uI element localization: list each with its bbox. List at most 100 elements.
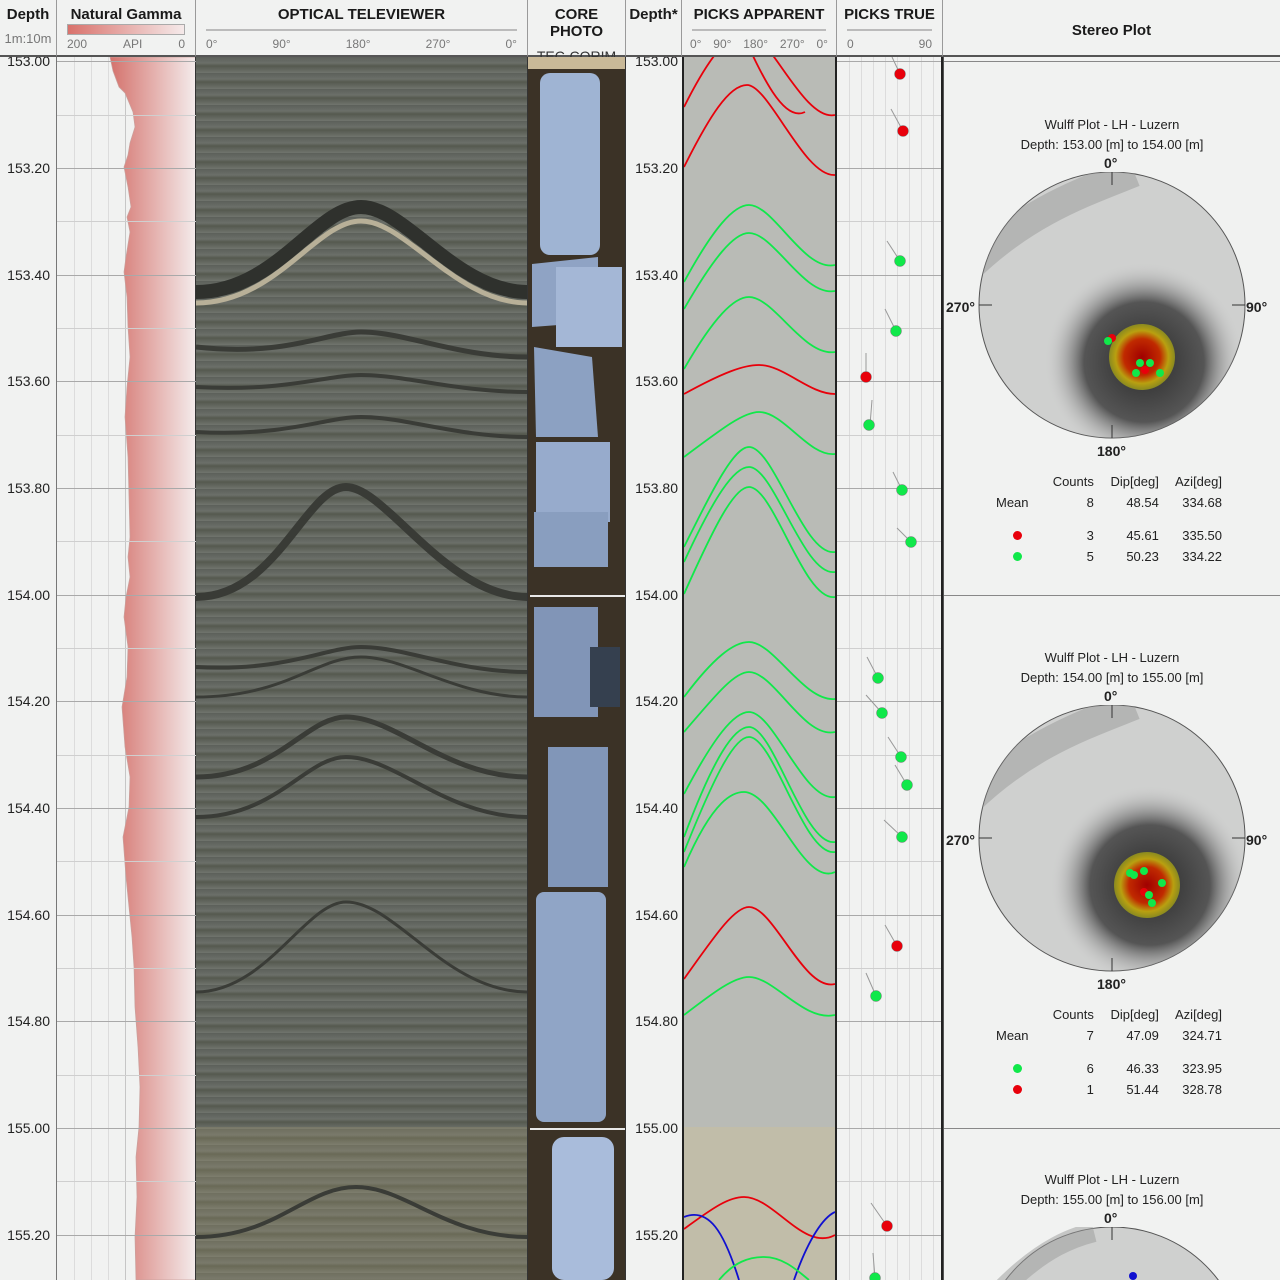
grid-line: [837, 221, 941, 222]
core-header[interactable]: CORE PHOTO TEC-CORIM: [528, 0, 626, 64]
stereo-plot-3[interactable]: Wulff Plot - LH - Luzern Depth: 155.00 […: [944, 1128, 1280, 1280]
depth-label: 154.20: [635, 693, 678, 709]
picks-true-rule: [847, 29, 932, 31]
depth-label: 155.00: [7, 1120, 50, 1136]
depth-label: 155.20: [635, 1227, 678, 1243]
grid-line: [91, 57, 92, 1280]
grid-line: [837, 1235, 941, 1236]
picks-true-track[interactable]: [837, 57, 943, 1280]
stereo-plot-2[interactable]: Wulff Plot - LH - Luzern Depth: 154.00 […: [944, 595, 1280, 1128]
depth-label: 154.40: [7, 800, 50, 816]
depth-label: 153.20: [635, 160, 678, 176]
mean-dip: 48.54: [1126, 495, 1159, 510]
pa-tick: 0°: [816, 37, 828, 51]
depth-label: 154.00: [635, 587, 678, 603]
depth-label: 153.00: [635, 57, 678, 69]
west-label: 270°: [946, 299, 975, 315]
grid-line: [837, 1021, 941, 1022]
stereo-plot-title: Wulff Plot - LH - Luzern: [1044, 1172, 1180, 1187]
mean-counts: 7: [1086, 1028, 1094, 1043]
grid-line: [837, 381, 941, 382]
stereo-title: Stereo Plot: [1071, 22, 1152, 39]
grid-line: [909, 57, 910, 1280]
pa-tick: 270°: [779, 37, 805, 51]
stereo-stats-1: Counts Dip[deg] Azi[deg] Mean 8 48.54 33…: [994, 470, 1224, 568]
depth-header: Depth 1m:10m: [0, 0, 57, 57]
east-label: 90°: [1246, 832, 1268, 848]
stereo-track: Wulff Plot - LH - Luzern Depth: 153.00 […: [943, 57, 1280, 1280]
stereo-plot-depth: Depth: 155.00 [m] to 156.00 [m]: [1020, 1192, 1204, 1207]
north-label: 0°: [1104, 155, 1118, 171]
grid-line: [849, 57, 850, 1280]
gamma-track[interactable]: [57, 57, 196, 1280]
depth-label: 153.00: [7, 57, 50, 69]
mean-label: Mean: [996, 495, 1029, 510]
row-counts: 3: [1086, 528, 1094, 543]
col-header: Azi[deg]: [1175, 474, 1222, 489]
otv-tick: 270°: [425, 37, 451, 51]
grid-line: [861, 57, 862, 1280]
wulff-net-3: [996, 1227, 1219, 1280]
grid-line: [125, 57, 126, 1280]
depth-track: 153.00 153.20 153.40 153.60 153.80 154.0…: [0, 57, 57, 1280]
stereo-plot-title: Wulff Plot - LH - Luzern: [1044, 650, 1180, 665]
depth-label: 154.00: [7, 587, 50, 603]
grid-line: [837, 1075, 941, 1076]
grid-line: [837, 168, 941, 169]
row-dip: 51.44: [1126, 1082, 1159, 1097]
core-title: CORE PHOTO: [549, 6, 604, 40]
picks-apparent-rule: [692, 29, 826, 31]
grid-line: [897, 57, 898, 1280]
col-header: Counts: [1052, 474, 1094, 489]
row-azi: 328.78: [1182, 1082, 1222, 1097]
grid-line: [921, 57, 922, 1280]
depth2-header: Depth*: [626, 0, 682, 57]
otv-tick: 180°: [345, 37, 371, 51]
tadpole-picks[interactable]: [837, 57, 943, 1280]
north-label: 0°: [1104, 688, 1118, 704]
depth-label: 153.80: [635, 480, 678, 496]
mean-azi: 324.71: [1182, 1028, 1222, 1043]
grid-line: [837, 1181, 941, 1182]
gamma-unit: API: [123, 37, 143, 51]
depth-label: 154.60: [635, 907, 678, 923]
picks-apparent-track[interactable]: [682, 57, 837, 1280]
row-counts: 6: [1086, 1061, 1094, 1076]
grid-line: [837, 648, 941, 649]
depth-label: 154.80: [7, 1013, 50, 1029]
grid-line: [837, 595, 941, 596]
optical-televiewer-image[interactable]: [196, 57, 528, 1280]
south-label: 180°: [1097, 443, 1126, 459]
grid-line: [837, 1128, 941, 1129]
gamma-header[interactable]: Natural Gamma 200 API 0: [57, 0, 196, 57]
grid-line: [837, 808, 941, 809]
north-label: 0°: [1104, 1210, 1118, 1226]
otv-tick: 0°: [505, 37, 517, 51]
stereo-header: Stereo Plot: [943, 0, 1280, 57]
picks-apparent-sinusoids: [684, 57, 835, 1280]
grid-line: [837, 488, 941, 489]
otv-rule: [206, 29, 517, 31]
depth-label: 154.60: [7, 907, 50, 923]
stereo-plot-1[interactable]: Wulff Plot - LH - Luzern Depth: 153.00 […: [944, 61, 1280, 595]
otv-tick: 90°: [272, 37, 291, 51]
otv-bedding-layers: [196, 199, 527, 1280]
west-label: 270°: [946, 832, 975, 848]
gamma-color-scale: [67, 24, 185, 35]
wulff-net-2: [978, 705, 1246, 972]
grid-line: [108, 57, 109, 1280]
depth-label: 154.20: [7, 693, 50, 709]
otv-header[interactable]: OPTICAL TELEVIEWER 0° 90° 180° 270° 0°: [196, 0, 528, 57]
green-dot-icon: [1012, 552, 1022, 561]
red-dot-icon: [1012, 1085, 1022, 1094]
core-photo-image[interactable]: [528, 57, 626, 1280]
picks-true-header[interactable]: PICKS TRUE 0 90: [837, 0, 943, 57]
picks-apparent-header[interactable]: PICKS APPARENT 0° 90° 180° 270° 0°: [682, 0, 837, 57]
grid-line: [933, 57, 934, 1280]
depth2-track: 153.00 153.20 153.40 153.60 153.80 154.0…: [626, 57, 682, 1280]
grid-line: [837, 915, 941, 916]
green-dot-icon: [1012, 1064, 1022, 1073]
depth-scale: 1m:10m: [4, 31, 52, 46]
stereo-plot-depth: Depth: 153.00 [m] to 154.00 [m]: [1020, 137, 1204, 152]
